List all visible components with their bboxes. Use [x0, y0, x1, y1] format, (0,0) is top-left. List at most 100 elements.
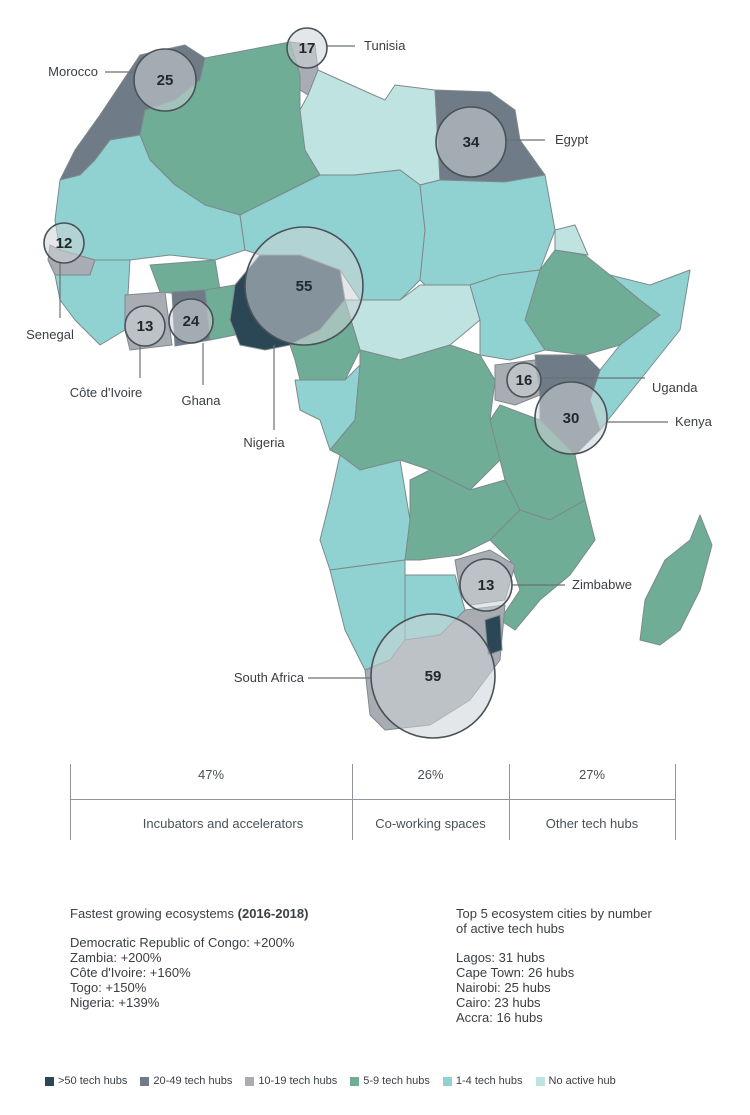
fastest-item: Nigeria: +139%: [70, 995, 160, 1010]
hub-count: 12: [56, 235, 73, 252]
hub-circle: [43, 222, 85, 264]
hub-bubble-egypt: 34 Egypt: [435, 106, 589, 178]
fastest-item: Democratic Republic of Congo: +200%: [70, 935, 295, 950]
hub-count: 13: [478, 577, 495, 594]
top5-item: Cape Town: 26 hubs: [456, 965, 575, 980]
legend: >50 tech hubs 20-49 tech hubs 10-19 tech…: [45, 1075, 629, 1087]
top5-item: Cairo: 23 hubs: [456, 995, 541, 1010]
hub-count: 34: [463, 134, 480, 151]
label-other: Other tech hubs: [545, 816, 639, 831]
country-angola: [319, 454, 411, 571]
hub-bubble-morocco: 25 Morocco: [48, 48, 197, 112]
hub-count: 13: [137, 318, 154, 335]
legend-swatch: [535, 1076, 545, 1086]
legend-label: 5-9 tech hubs: [363, 1075, 430, 1087]
hub-bubble-south-africa: 59 South Africa: [234, 613, 496, 739]
legend-swatch: [140, 1076, 150, 1086]
top5-item: Accra: 16 hubs: [456, 1010, 543, 1025]
label-coworking: Co-working spaces: [375, 816, 486, 831]
legend-item-none: No active hub: [535, 1075, 616, 1087]
hub-circle: [459, 558, 513, 612]
hub-circle: [168, 298, 214, 344]
hub-country-label: Morocco: [48, 64, 98, 79]
legend-swatch: [245, 1076, 255, 1086]
pct-other: 27%: [578, 767, 606, 782]
hub-country-label: Uganda: [652, 380, 698, 395]
hub-bubble-kenya: 30 Kenya: [534, 381, 713, 455]
bar-divider-1: [352, 764, 353, 840]
top5-title: Top 5 ecosystem cities by number of acti…: [456, 906, 652, 936]
fastest-period: (2016-2018): [237, 906, 309, 921]
hub-country-label: Côte d'Ivoire: [70, 385, 143, 400]
top5-title-line1: Top 5 ecosystem cities by number: [456, 906, 652, 921]
hub-circle: [506, 362, 542, 398]
hub-bubble-zimbabwe: 13 Zimbabwe: [459, 558, 632, 612]
country-mozambique: [489, 499, 596, 631]
hub-bubble-uganda: 16 Uganda: [506, 362, 698, 398]
country-eritrea: [554, 224, 589, 256]
legend-label: >50 tech hubs: [58, 1075, 128, 1087]
hub-circle: [370, 613, 496, 739]
hub-circle: [286, 27, 328, 69]
legend-item-20-49: 20-49 tech hubs: [140, 1075, 232, 1087]
hub-country-label: Ghana: [181, 393, 221, 408]
fastest-title-text: Fastest growing ecosystems: [70, 906, 235, 921]
bar-divider-2: [509, 764, 510, 840]
legend-item-5-9: 5-9 tech hubs: [350, 1075, 430, 1087]
bar-baseline: [70, 799, 676, 800]
legend-item-over50: >50 tech hubs: [45, 1075, 127, 1087]
africa-map: 25 Morocco 17 Tunisia 34 Egypt 12 Senegal 55 Nige…: [26, 27, 713, 739]
legend-label: 10-19 tech hubs: [258, 1075, 338, 1087]
hub-country-label: Tunisia: [364, 38, 406, 53]
legend-item-1-4: 1-4 tech hubs: [442, 1075, 523, 1087]
hub-country-label: Kenya: [675, 414, 713, 429]
legend-label: 1-4 tech hubs: [455, 1075, 523, 1087]
legend-swatch: [350, 1076, 360, 1086]
country-libya: [299, 69, 441, 186]
legend-label: No active hub: [548, 1075, 616, 1087]
top5-cities-block: Top 5 ecosystem cities by number of acti…: [456, 906, 652, 1025]
fastest-item: Côte d'Ivoire: +160%: [70, 965, 191, 980]
hub-count: 25: [157, 72, 174, 89]
hub-circle: [244, 226, 364, 346]
hub-count: 17: [299, 40, 316, 57]
hub-bubble-nigeria: 55 Nigeria: [243, 226, 364, 450]
country-mozambique-south: [484, 614, 503, 656]
hub-country-label: Egypt: [555, 132, 589, 147]
pct-coworking: 26%: [417, 767, 444, 782]
hub-circle: [534, 381, 608, 455]
bar-divider-left: [70, 764, 71, 840]
hub-bubble-ghana: 24 Ghana: [168, 298, 221, 408]
hub-country-label: Senegal: [26, 327, 74, 342]
legend-swatch: [442, 1076, 452, 1086]
hub-country-label: Zimbabwe: [572, 577, 632, 592]
hub-country-label: Nigeria: [243, 435, 285, 450]
fastest-growing-title: Fastest growing ecosystems (2016-2018): [70, 906, 308, 921]
top5-title-line2: of active tech hubs: [456, 921, 565, 936]
hub-bubble-tunisia: 17 Tunisia: [286, 27, 406, 69]
pct-incubators: 47%: [197, 767, 225, 782]
hub-circle: [124, 305, 166, 347]
hub-circle: [435, 106, 507, 178]
hub-bubble-senegal: 12 Senegal: [26, 222, 85, 342]
fastest-item: Zambia: +200%: [70, 950, 162, 965]
hub-count: 30: [563, 410, 580, 427]
fastest-item: Togo: +150%: [70, 980, 147, 995]
label-incubators: Incubators and accelerators: [142, 816, 304, 831]
hub-count: 55: [296, 278, 313, 295]
fastest-growing-block: Fastest growing ecosystems (2016-2018) D…: [70, 906, 308, 1010]
hub-bubble-c-te-d-ivoire: 13 Côte d'Ivoire: [70, 305, 166, 400]
country-south-sudan: [469, 269, 546, 361]
top5-item: Nairobi: 25 hubs: [456, 980, 551, 995]
legend-label: 20-49 tech hubs: [153, 1075, 233, 1087]
hub-count: 59: [425, 668, 442, 685]
country-madagascar: [639, 514, 713, 646]
hub-count: 24: [183, 313, 200, 330]
hub-country-label: South Africa: [234, 670, 305, 685]
bar-divider-right: [675, 764, 676, 840]
hub-circle: [133, 48, 197, 112]
legend-swatch: [45, 1076, 54, 1086]
legend-item-10-19: 10-19 tech hubs: [245, 1075, 337, 1087]
hub-count: 16: [516, 372, 533, 389]
top5-item: Lagos: 31 hubs: [456, 950, 545, 965]
